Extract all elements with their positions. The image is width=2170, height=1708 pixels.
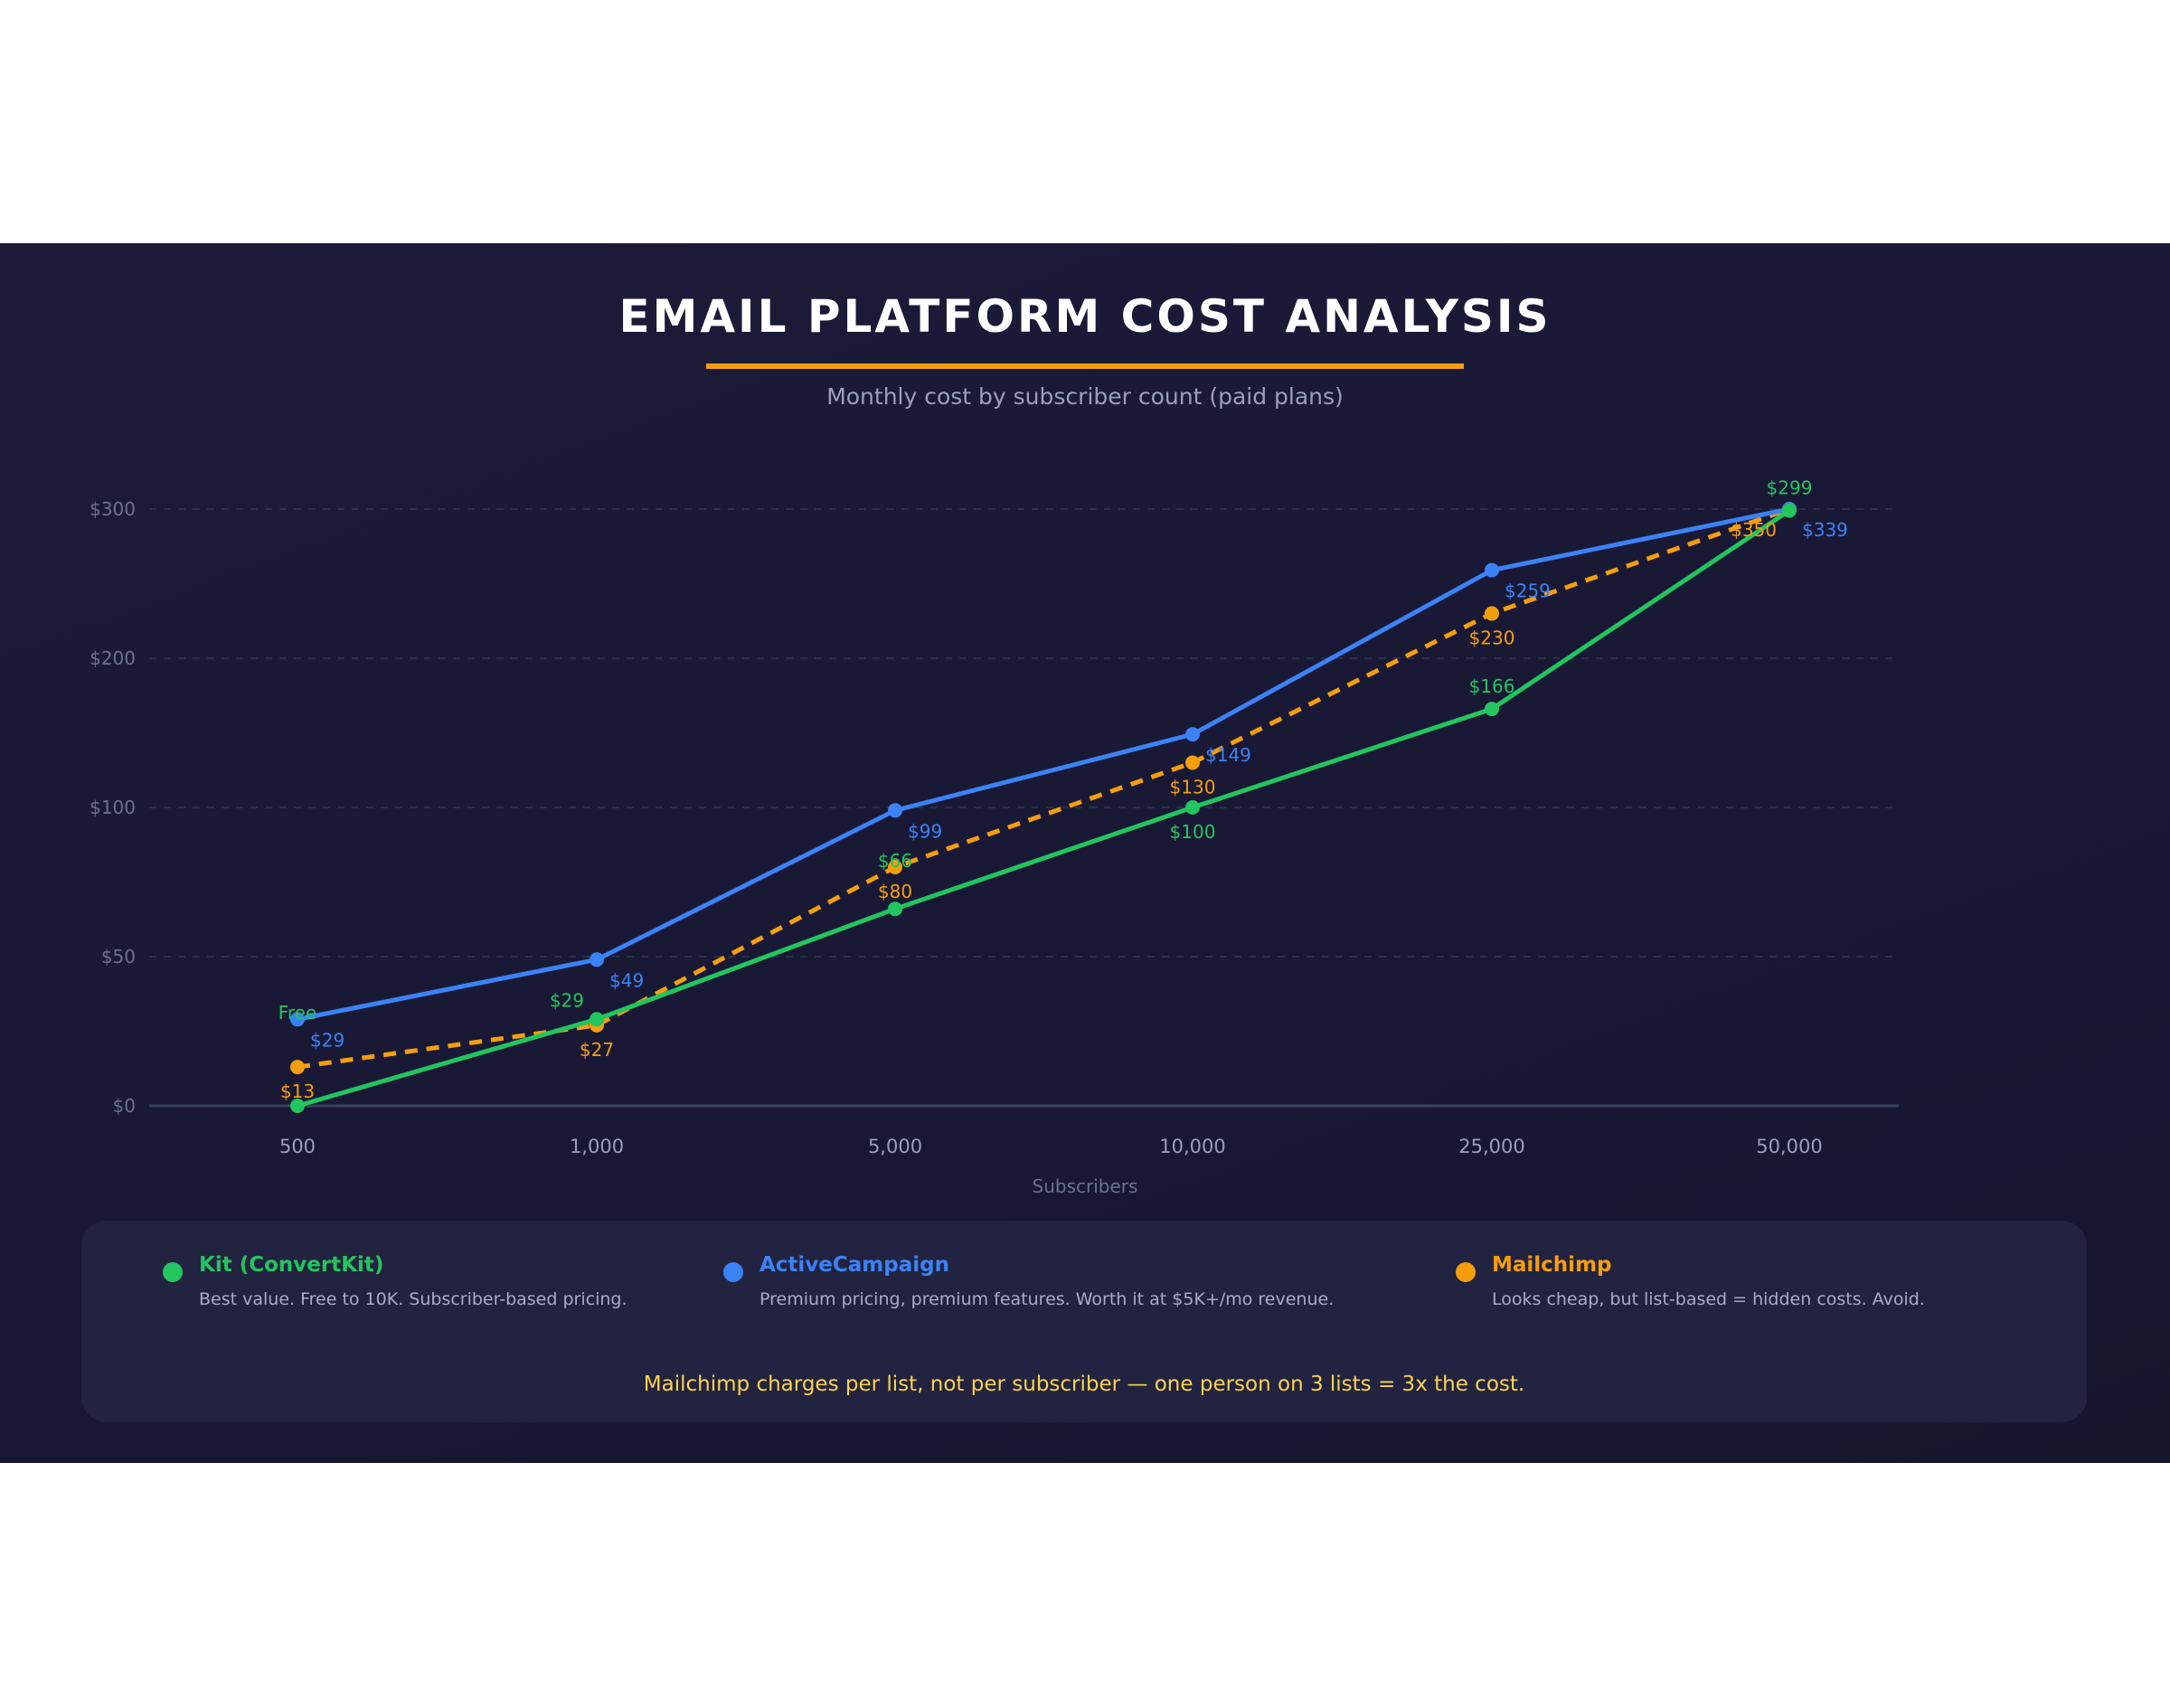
chart-panel: EMAIL PLATFORM COST ANALYSIS Monthly cos… [0,243,2170,1463]
data-label: $29 [310,1029,344,1051]
data-label: $130 [1170,777,1216,798]
chart-title: EMAIL PLATFORM COST ANALYSIS [618,290,1552,343]
y-tick-label: $100 [90,797,136,818]
data-point [290,1099,305,1113]
data-point [888,860,902,874]
legend-dot-icon [163,1262,183,1282]
data-point [590,952,604,967]
data-point [1485,606,1499,621]
x-axis-label: Subscribers [1033,1175,1138,1197]
x-tick-label: 1,000 [570,1136,624,1157]
data-label: $80 [878,881,912,902]
x-tick-label: 10,000 [1159,1136,1225,1157]
data-point [1782,503,1797,518]
x-tick-label: 5,000 [868,1136,922,1157]
data-point [290,1012,305,1027]
data-label: Free [278,1002,316,1024]
data-point [1185,727,1200,742]
x-tick-label: 50,000 [1756,1136,1822,1157]
legend-dot-icon [723,1262,743,1282]
data-point [590,1012,604,1027]
data-label: $100 [1170,821,1216,843]
data-label: $49 [609,969,644,991]
legend-desc: Premium pricing, premium features. Worth… [760,1289,1335,1309]
data-label: $13 [280,1080,315,1102]
y-tick-label: $300 [90,498,136,520]
title-underline [706,363,1464,369]
series-line [297,506,1790,1022]
data-point [1185,800,1200,815]
data-label: $27 [580,1039,614,1061]
y-tick-label: $200 [90,647,136,669]
data-label: $230 [1469,628,1515,649]
data-label: $339 [1802,519,1848,541]
data-label: $299 [1767,477,1813,499]
data-point [888,901,902,917]
data-point [290,1060,305,1075]
data-label: $66 [878,850,912,872]
data-label: $166 [1469,675,1515,697]
x-tick-label: 25,000 [1458,1136,1524,1157]
legend-name: ActiveCampaign [760,1253,949,1277]
data-label: $99 [908,820,942,842]
legend-box: Kit (ConvertKit) Best value. Free to 10K… [81,1221,2087,1422]
data-label: $149 [1205,744,1251,766]
data-label: $350 [1731,519,1777,541]
legend-name: Kit (ConvertKit) [199,1253,384,1277]
data-label: $29 [550,989,584,1011]
data-point [1485,702,1499,717]
y-tick-label: $0 [113,1095,136,1117]
data-label: $259 [1505,580,1551,602]
series-line [297,508,1791,1109]
legend-dot-icon [1456,1262,1476,1282]
line-chart: $0 $50 $100 $200 $300 500 1,000 5,000 10,000 25,0… [90,477,1899,1197]
series-line [297,506,1790,1070]
legend-desc: Looks cheap, but list-based = hidden cos… [1492,1289,1925,1309]
legend-name: Mailchimp [1492,1253,1612,1277]
chart-subtitle: Monthly cost by subscriber count (paid p… [826,383,1344,410]
legend-note: Mailchimp charges per list, not per subs… [643,1373,1525,1396]
x-tick-label: 500 [279,1136,316,1157]
data-point [888,803,902,818]
y-tick-label: $50 [101,946,136,967]
legend-desc: Best value. Free to 10K. Subscriber-base… [199,1289,627,1309]
data-point [1185,755,1200,770]
data-point [1485,562,1499,578]
